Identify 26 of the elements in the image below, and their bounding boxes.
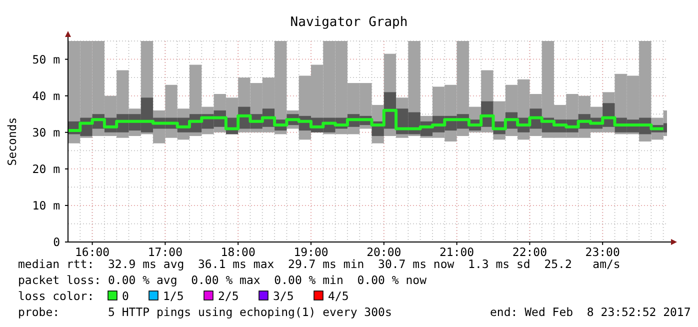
y-tick-label: 10 m bbox=[32, 198, 60, 212]
x-tick-label: 19:00 bbox=[294, 245, 328, 259]
legend-label: 0 bbox=[122, 289, 129, 303]
x-tick-label: 20:00 bbox=[366, 245, 402, 259]
text: packet loss: 0.00 % avg 0.00 % max 0.00 % min 0.00 % now bbox=[18, 273, 427, 287]
x-tick-label: 23:00 bbox=[585, 245, 620, 259]
x-tick-label: 18:00 bbox=[220, 245, 256, 259]
y-tick-label: 0 bbox=[53, 235, 60, 250]
y-axis-title: Seconds bbox=[5, 117, 19, 166]
x-tick-label: 21:00 bbox=[439, 245, 474, 259]
legend-label: 2/5 bbox=[218, 289, 239, 303]
legend-title: loss color: bbox=[18, 289, 94, 303]
text: median rtt: 32.9 ms avg 36.1 ms max 29.7 ms min 30.7 ms now 1.3 ms sd 25.2 am/s bbox=[18, 257, 620, 271]
y-tick-label: 50 m bbox=[32, 52, 60, 66]
y-tick-label: 30 m bbox=[32, 125, 60, 140]
legend-label: 4/5 bbox=[328, 289, 349, 303]
text: end: Wed Feb 8 23:52:52 2017 bbox=[490, 305, 691, 319]
text: probe: 5 HTTP pings using echoping(1) every 300s bbox=[18, 305, 392, 319]
chart-title: Navigator Graph bbox=[290, 15, 408, 30]
x-tick-label: 16:00 bbox=[74, 245, 110, 259]
x-tick-label: 17:00 bbox=[148, 245, 183, 259]
y-tick-label: 40 m bbox=[32, 88, 60, 103]
y-tick-label: 20 m bbox=[32, 162, 60, 176]
x-tick-label: 22:00 bbox=[512, 245, 548, 259]
legend-label: 3/5 bbox=[273, 289, 294, 303]
legend-label: 1/5 bbox=[163, 289, 184, 303]
